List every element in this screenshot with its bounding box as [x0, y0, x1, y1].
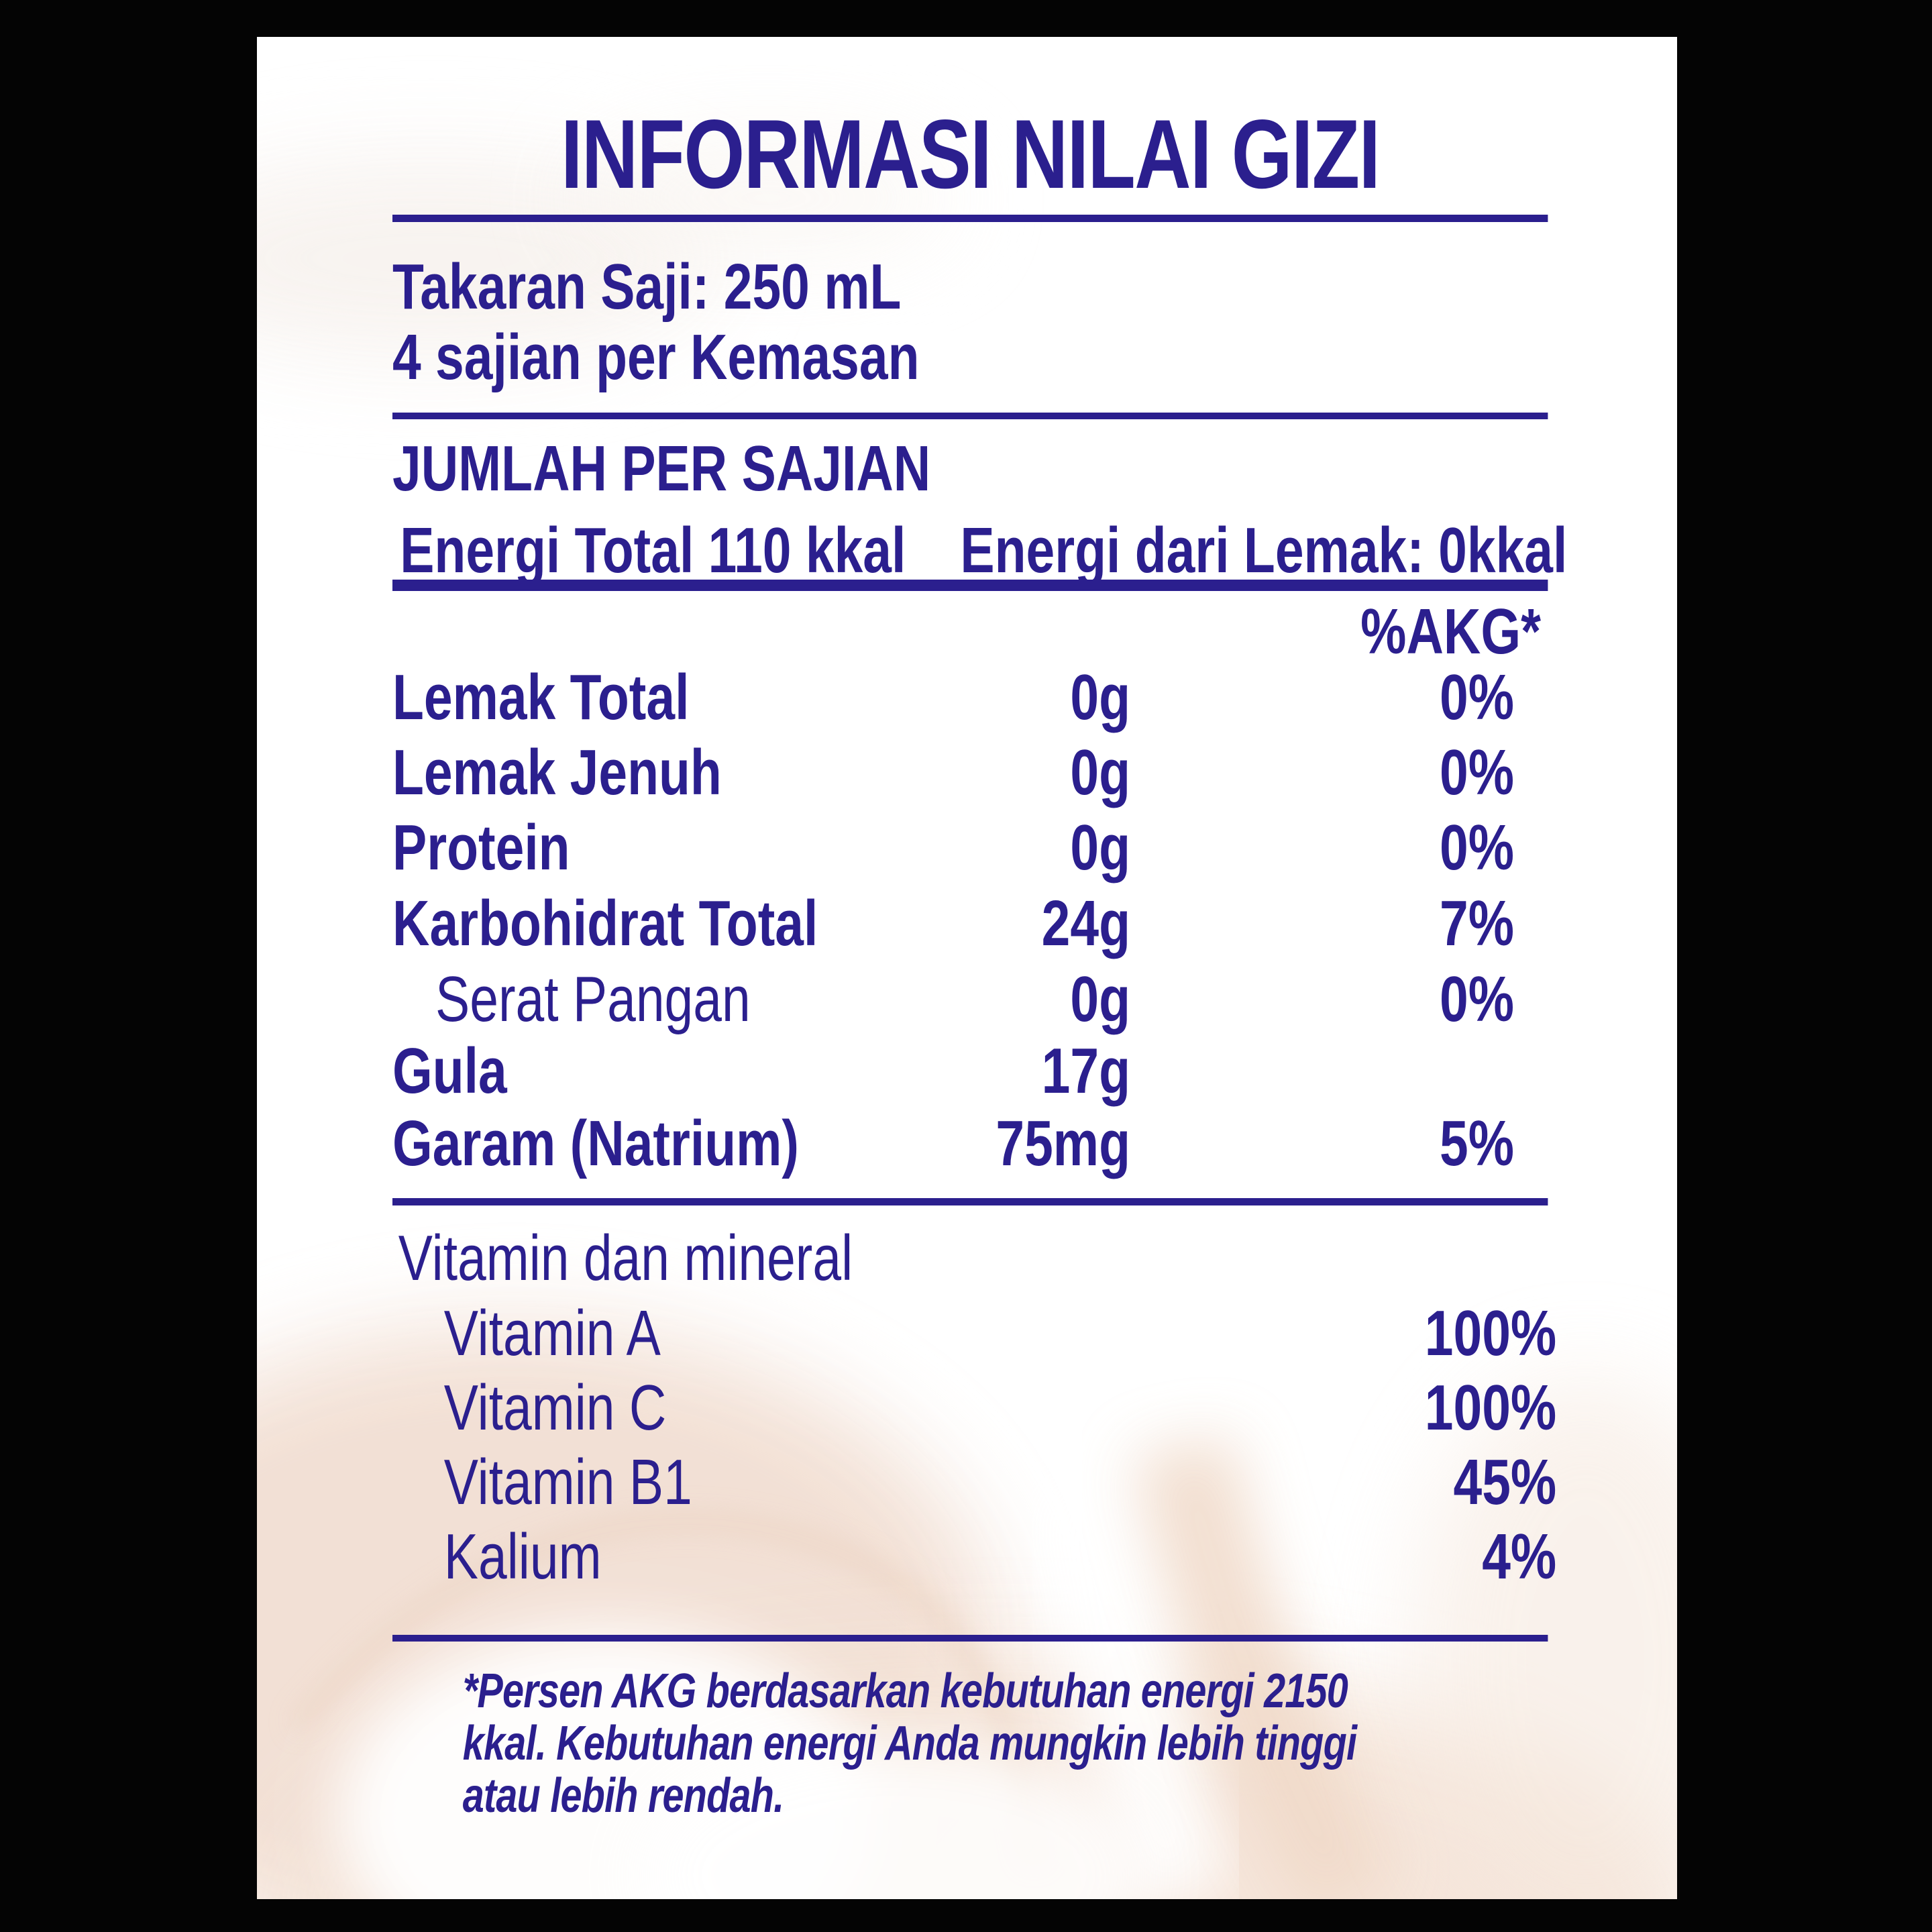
- nutrient-row: Lemak Jenuh 0g 0%: [392, 735, 1571, 811]
- divider-vitamins: [392, 1198, 1548, 1205]
- nutrient-amount: 24g: [1041, 888, 1130, 959]
- nutrient-amount: 0g: [1070, 737, 1130, 808]
- vitamin-name: Vitamin B1: [443, 1446, 692, 1518]
- akg-header: %AKG*: [1360, 596, 1541, 667]
- milk-splash-art: [257, 138, 1677, 1899]
- nutrient-name: Gula: [392, 1035, 507, 1107]
- nutrient-amount: 75mg: [996, 1108, 1130, 1179]
- serving-size-line: Takaran Saji: 250 mL: [392, 249, 1571, 325]
- vitamin-name: Vitamin A: [443, 1297, 661, 1369]
- nutrient-amount: 0g: [1070, 812, 1130, 883]
- divider-title: [392, 215, 1548, 222]
- energy-from-fat: Energi dari Lemak: 0kkal: [960, 515, 1568, 586]
- nutrient-row: Protein 0g 0%: [392, 810, 1571, 886]
- vitamin-akg: 100%: [1424, 1297, 1557, 1369]
- label-content: INFORMASI NILAI GIZI Takaran Saji: 250 m…: [392, 37, 1571, 1899]
- nutrient-amount: 0g: [1070, 963, 1130, 1035]
- servings-per-pack-line: 4 sajian per Kemasan: [392, 319, 1571, 396]
- vitamin-row: Vitamin C 100%: [392, 1370, 1571, 1446]
- nutrient-row: Karbohidrat Total 24g 7%: [392, 885, 1571, 962]
- nutrient-akg: 0%: [1440, 963, 1514, 1035]
- nutrient-name: Lemak Total: [392, 661, 690, 733]
- nutrient-amount: 17g: [1041, 1035, 1130, 1107]
- servings-per-pack-text: 4 sajian per Kemasan: [392, 321, 920, 393]
- nutrient-row: Lemak Total 0g 0%: [392, 659, 1571, 736]
- vitamin-name: Vitamin C: [443, 1372, 667, 1444]
- footnote-line: kkal. Kebutuhan energi Anda mungkin lebi…: [462, 1717, 1357, 1770]
- nutrient-akg: 7%: [1440, 888, 1514, 959]
- vitamin-row: Vitamin A 100%: [392, 1295, 1571, 1372]
- nutrient-name: Serat Pangan: [435, 963, 751, 1035]
- divider-thick: [392, 580, 1548, 591]
- energy-line: Energi Total 110 kkal Energi dari Lemak:…: [392, 513, 1571, 589]
- vitamin-row: Vitamin B1 45%: [392, 1444, 1571, 1521]
- akg-footnote: *Persen AKG berdasarkan kebutuhan energi…: [462, 1664, 1357, 1823]
- nutrient-amount: 0g: [1070, 661, 1130, 733]
- nutrient-akg: 5%: [1440, 1108, 1514, 1179]
- nutrient-row: Gula 17g: [392, 1033, 1571, 1110]
- nutrient-akg: 0%: [1440, 661, 1514, 733]
- vitamin-name: Kalium: [443, 1521, 602, 1593]
- vitamin-row: Kalium 4%: [392, 1519, 1571, 1595]
- footnote-line: atau lebih rendah.: [462, 1769, 784, 1823]
- footnote-line: *Persen AKG berdasarkan kebutuhan energi…: [462, 1664, 1348, 1718]
- page-title: INFORMASI NILAI GIZI: [561, 99, 1381, 209]
- vitamin-akg: 100%: [1424, 1372, 1557, 1444]
- serving-size-text: Takaran Saji: 250 mL: [392, 251, 902, 323]
- nutrient-akg: 0%: [1440, 737, 1514, 808]
- vitamins-heading: Vitamin dan mineral: [398, 1222, 853, 1294]
- nutrient-name: Lemak Jenuh: [392, 737, 722, 808]
- divider-footnote: [392, 1635, 1548, 1642]
- divider-serving: [392, 413, 1548, 419]
- per-serving-heading: JUMLAH PER SAJIAN: [392, 433, 931, 504]
- nutrient-row: Serat Pangan 0g 0%: [392, 961, 1571, 1038]
- label-panel: INFORMASI NILAI GIZI Takaran Saji: 250 m…: [257, 37, 1677, 1899]
- nutrient-akg: 0%: [1440, 812, 1514, 883]
- akg-header-row: %AKG*: [392, 594, 1571, 670]
- nutrient-name: Garam (Natrium): [392, 1108, 799, 1179]
- nutrient-name: Protein: [392, 812, 570, 883]
- nutrient-row: Garam (Natrium) 75mg 5%: [392, 1106, 1571, 1182]
- energy-total: Energi Total 110 kkal: [400, 515, 906, 586]
- vitamin-akg: 45%: [1453, 1446, 1557, 1518]
- nutrient-name: Karbohidrat Total: [392, 888, 818, 959]
- vitamin-akg: 4%: [1482, 1521, 1557, 1593]
